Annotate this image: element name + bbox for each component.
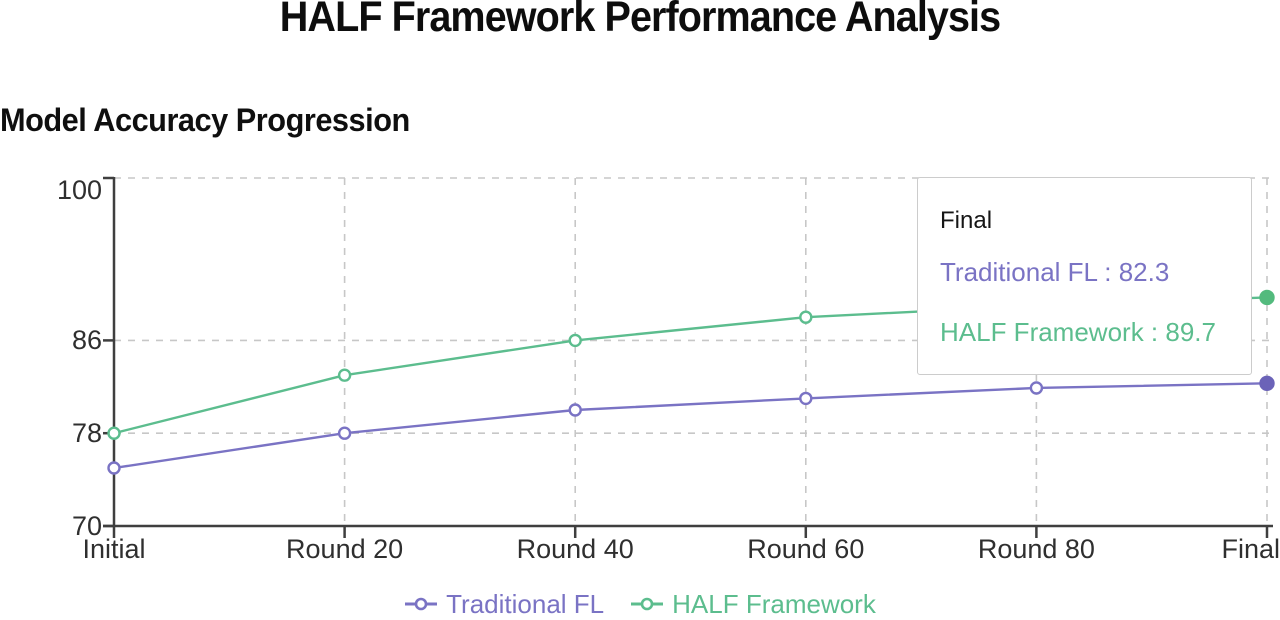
x-axis-label: Round 40 — [516, 534, 634, 564]
legend-marker-icon — [405, 597, 438, 611]
data-point-half-framework-round-40[interactable] — [568, 333, 582, 348]
legend-item-traditional-fl[interactable]: Traditional FL — [404, 589, 604, 619]
tooltip-row-traditional-fl: Traditional FL : 82.3 — [940, 257, 1170, 287]
data-point-traditional-fl-round-40[interactable] — [568, 403, 582, 417]
legend-label: HALF Framework — [672, 589, 876, 619]
y-axis-label: 78 — [71, 418, 102, 449]
page-title: HALF Framework Performance Analysis — [279, 0, 1001, 41]
legend-marker-icon — [631, 597, 664, 611]
data-point-traditional-fl-round-20[interactable] — [337, 426, 352, 440]
y-axis-label: 70 — [71, 511, 102, 541]
chart-subtitle: Model Accuracy Progression — [0, 102, 410, 138]
tooltip-rows: Traditional FL : 82.3 HALF Framework : 89… — [940, 256, 1251, 348]
x-axis-label: Round 20 — [286, 534, 404, 564]
legend-label: Traditional FL — [446, 589, 605, 619]
x-axis-label: Round 60 — [747, 534, 865, 564]
data-point-half-framework-round-20[interactable] — [337, 368, 352, 382]
legend: Traditional FL HALF Framework — [0, 589, 1280, 619]
tooltip-title: Final — [940, 207, 993, 234]
tooltip-row-half-framework: HALF Framework : 89.7 — [940, 317, 1216, 347]
data-point-half-framework-round-60[interactable] — [799, 310, 813, 324]
y-axis-label: 86 — [71, 325, 102, 356]
data-point-half-framework-initial[interactable] — [107, 426, 121, 440]
x-axis-label: Final — [1221, 534, 1280, 564]
data-point-traditional-fl-initial[interactable] — [107, 461, 121, 475]
legend-item-half-framework[interactable]: HALF Framework — [630, 589, 876, 619]
x-axis-label: Initial — [82, 534, 146, 564]
series-line-traditional-fl — [113, 382, 1268, 470]
data-point-traditional-fl-final[interactable] — [1259, 375, 1275, 392]
data-point-half-framework-final[interactable] — [1259, 289, 1275, 306]
y-axis-label: 100 — [56, 175, 102, 205]
tooltip: Final Traditional FL : 82.3 HALF Framewor… — [917, 177, 1252, 375]
data-point-traditional-fl-round-60[interactable] — [799, 391, 813, 406]
data-point-traditional-fl-round-80[interactable] — [1029, 381, 1044, 395]
x-axis-label: Round 80 — [977, 534, 1095, 564]
